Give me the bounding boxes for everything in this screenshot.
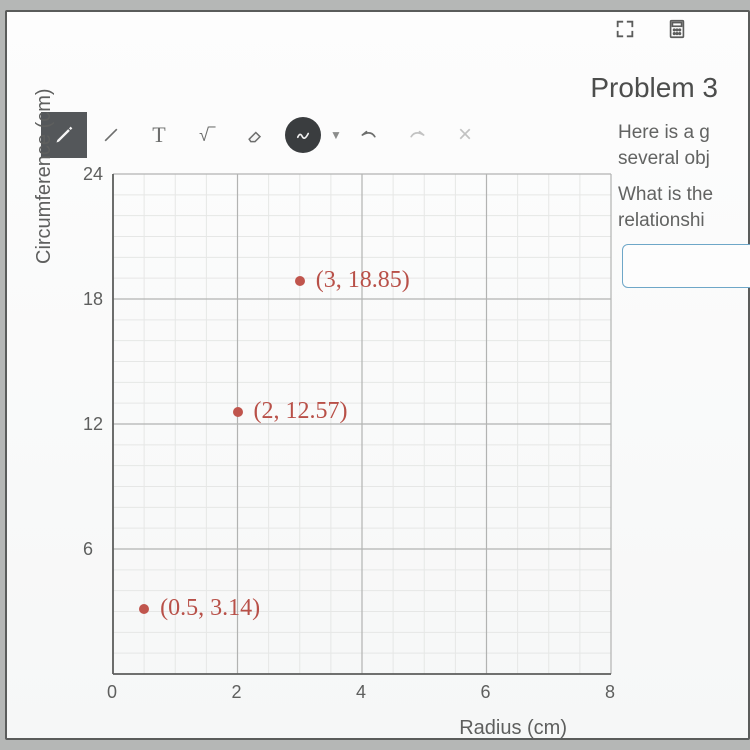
y-tick: 18 (83, 289, 105, 310)
answer-box-clip (622, 244, 750, 288)
undo-button[interactable] (345, 113, 393, 157)
x-tick: 6 (481, 682, 491, 703)
prompt-line-1: Here is a g (618, 122, 710, 143)
text-tool[interactable]: T (135, 113, 183, 157)
question-line-2: relationshi (618, 210, 705, 231)
x-tick: 8 (605, 682, 615, 703)
scribble-tool[interactable] (285, 117, 321, 153)
data-point-label: (2, 12.57) (254, 398, 348, 425)
data-point-label: (3, 18.85) (316, 267, 410, 294)
close-tool[interactable]: × (441, 113, 489, 157)
app-screen: Problem 3 Here is a g several obj What i… (5, 10, 750, 740)
x-axis-label: Radius (cm) (459, 717, 567, 740)
y-axis-label: Circumference (cm) (33, 88, 56, 264)
x-tick: 4 (356, 682, 366, 703)
x-tick: 2 (232, 682, 242, 703)
data-point (233, 407, 243, 417)
redo-button[interactable] (393, 113, 441, 157)
prompt-text: Here is a g several obj (618, 120, 748, 171)
problem-heading: Problem 3 (590, 72, 718, 104)
calculator-icon[interactable] (666, 18, 688, 45)
scribble-dropdown[interactable]: ▼ (327, 113, 345, 157)
data-point (139, 604, 149, 614)
drawing-toolbar: T √‾ ▼ × (41, 112, 489, 158)
question-line-1: What is the (618, 184, 713, 205)
line-tool[interactable] (87, 113, 135, 157)
data-point (295, 276, 305, 286)
x-tick: 0 (107, 682, 117, 703)
answer-input[interactable] (622, 244, 750, 288)
top-icon-bar (614, 18, 688, 45)
y-tick: 6 (83, 539, 105, 560)
fullscreen-icon[interactable] (614, 18, 636, 45)
scatter-plot: Circumference (cm) Radius (cm) 024686121… (37, 164, 617, 734)
eraser-tool[interactable] (231, 113, 279, 157)
math-tool[interactable]: √‾ (183, 113, 231, 157)
data-point-label: (0.5, 3.14) (160, 595, 260, 622)
prompt-line-2: several obj (618, 148, 710, 169)
question-text: What is the relationshi (618, 182, 748, 233)
y-tick: 12 (83, 414, 105, 435)
chart-canvas (107, 164, 617, 704)
y-tick: 24 (83, 164, 105, 185)
